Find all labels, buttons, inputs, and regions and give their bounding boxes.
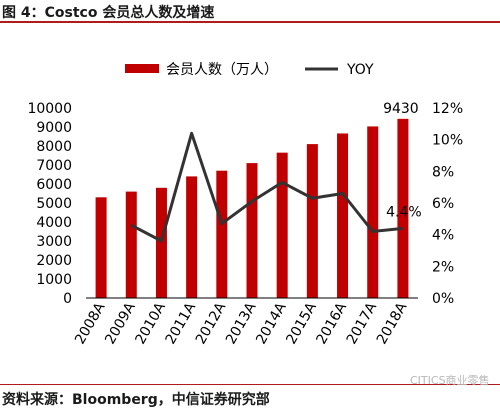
bar-2010A (155, 187, 167, 298)
right-tick-label: 0% (432, 291, 454, 307)
watermark: CITICS商业零售 (410, 374, 490, 387)
left-tick-label: 4000 (36, 215, 72, 231)
legend: 会员人数（万人） YOY (125, 62, 374, 78)
left-tick-label: 3000 (36, 234, 72, 250)
data-labels: 9430 4.4% (383, 101, 422, 221)
chart-svg: 会员人数（万人） YOY 0 1000 2000 3000 4000 5000 6000 70… (27, 62, 463, 348)
bar-data-label: 9430 (383, 101, 419, 117)
bar-2016A (337, 133, 349, 298)
left-tick-label: 6000 (36, 177, 72, 193)
x-axis: 2008A2009A2010A2011A2012A2013A2014A2015A… (72, 300, 410, 348)
bar-2009A (125, 191, 137, 298)
chart-title: 图 4：Costco 会员总人数及增速 (2, 5, 215, 21)
bar-2012A (216, 170, 228, 298)
legend-bar-swatch (125, 64, 159, 73)
bar-2018A (397, 118, 409, 298)
right-tick-label: 4% (432, 228, 454, 244)
title-rule (0, 21, 500, 23)
left-tick-label: 10000 (27, 101, 72, 117)
left-tick-label: 7000 (36, 158, 72, 174)
legend-label-bar: 会员人数（万人） (166, 62, 278, 78)
yoy-line (130, 131, 404, 243)
left-axis: 0 1000 2000 3000 4000 5000 6000 7000 8000 9000 100… (27, 101, 72, 307)
bar-2014A (276, 152, 288, 298)
x-tick-label: 2018A (374, 300, 411, 348)
left-tick-label: 9000 (36, 120, 72, 136)
left-tick-label: 8000 (36, 139, 72, 155)
right-tick-label: 10% (432, 133, 463, 149)
bar-2011A (186, 176, 198, 298)
line-series (130, 131, 404, 243)
left-tick-label: 2000 (36, 253, 72, 269)
left-tick-label: 5000 (36, 196, 72, 212)
right-tick-label: 2% (432, 259, 454, 275)
bar-2008A (95, 197, 107, 298)
right-tick-label: 8% (432, 164, 454, 180)
right-tick-label: 12% (432, 101, 463, 117)
bar-2017A (367, 126, 379, 299)
line-data-label: 4.4% (386, 204, 422, 220)
source-note: 资料来源：Bloomberg，中信证券研究部 (2, 392, 270, 408)
source-rule (0, 384, 500, 385)
bar-2015A (306, 144, 318, 298)
bar-series (95, 118, 409, 299)
left-tick-label: 1000 (36, 272, 72, 288)
bar-2013A (246, 163, 258, 298)
left-tick-label: 0 (63, 291, 72, 307)
right-axis: 0% 2% 4% 6% 8% 10% 12% (432, 101, 463, 307)
legend-label-line: YOY (346, 62, 374, 78)
right-tick-label: 6% (432, 196, 454, 212)
